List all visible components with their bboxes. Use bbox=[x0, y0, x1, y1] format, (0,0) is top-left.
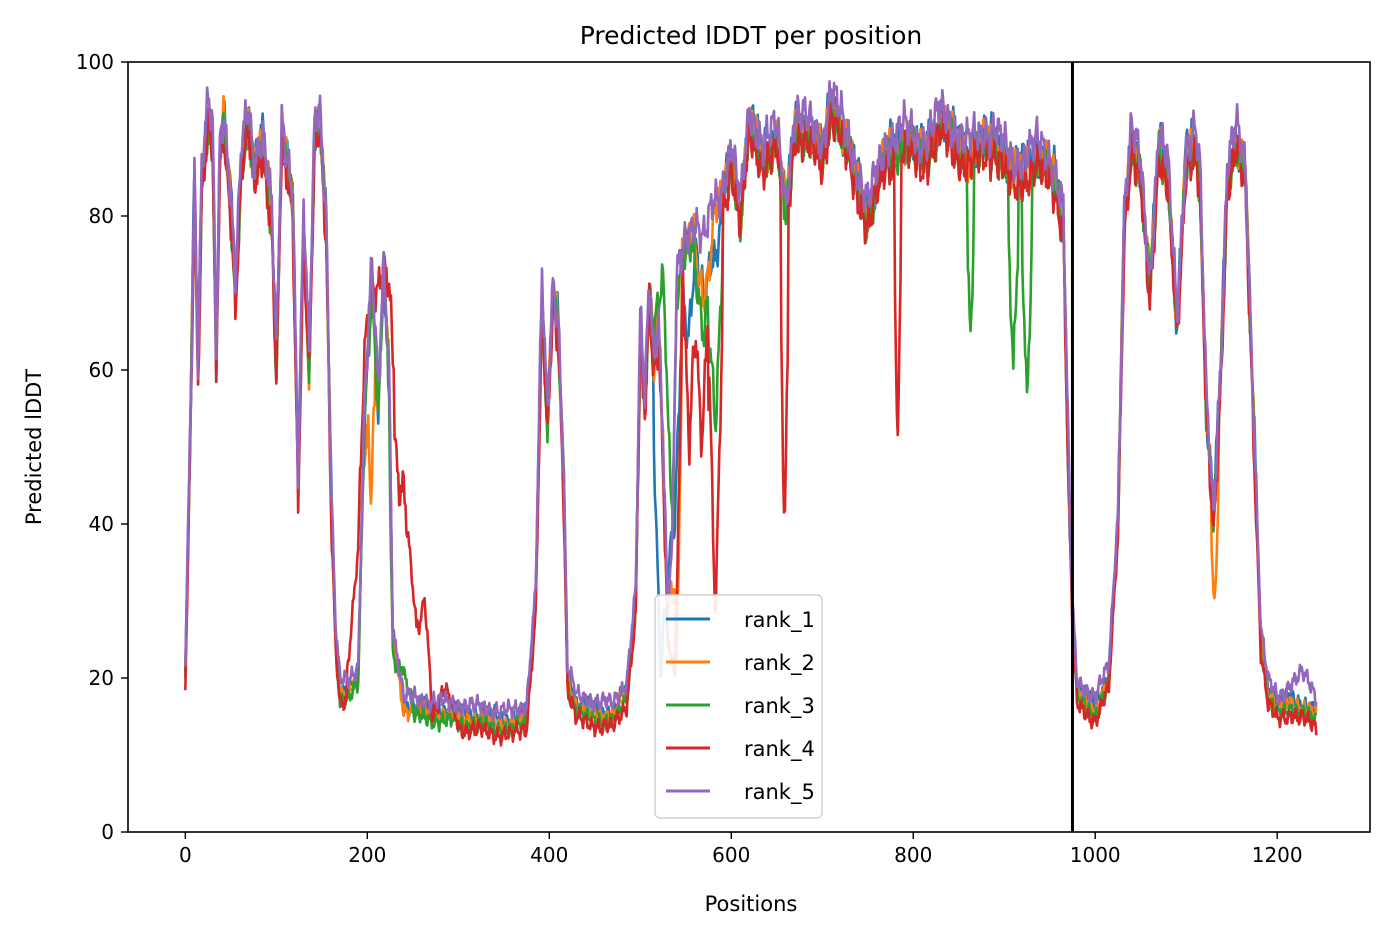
legend-label-rank_2: rank_2 bbox=[744, 651, 815, 676]
legend-label-rank_3: rank_3 bbox=[744, 694, 815, 719]
x-tick-label: 200 bbox=[348, 843, 386, 867]
legend: rank_1 rank_2 rank_3 rank_4 rank_5 bbox=[654, 594, 823, 819]
y-tick-label: 80 bbox=[89, 204, 114, 228]
series-line-rank_5 bbox=[184, 79, 1318, 723]
x-tick-label: 1200 bbox=[1252, 843, 1303, 867]
y-tick-label: 100 bbox=[76, 50, 114, 74]
x-tick-label: 1000 bbox=[1070, 843, 1121, 867]
y-axis: 0 20 40 60 80 100 bbox=[76, 50, 128, 844]
chart-title: Predicted lDDT per position bbox=[580, 21, 922, 50]
series-layer bbox=[184, 79, 1318, 747]
x-tick-label: 600 bbox=[712, 843, 750, 867]
y-axis-label: Predicted lDDT bbox=[22, 369, 46, 525]
y-tick-label: 60 bbox=[89, 358, 114, 382]
x-tick-label: 0 bbox=[179, 843, 192, 867]
x-axis: 0 200 400 600 800 1000 1200 bbox=[179, 832, 1303, 867]
y-tick-label: 20 bbox=[89, 666, 114, 690]
x-tick-label: 400 bbox=[530, 843, 568, 867]
legend-label-rank_5: rank_5 bbox=[744, 780, 815, 805]
y-tick-label: 0 bbox=[101, 820, 114, 844]
x-axis-label: Positions bbox=[705, 892, 798, 916]
plot-frame bbox=[127, 61, 1371, 833]
y-tick-label: 40 bbox=[89, 512, 114, 536]
legend-label-rank_4: rank_4 bbox=[744, 737, 815, 762]
x-tick-label: 800 bbox=[894, 843, 932, 867]
legend-box bbox=[654, 594, 823, 819]
legend-label-rank_1: rank_1 bbox=[744, 608, 815, 633]
